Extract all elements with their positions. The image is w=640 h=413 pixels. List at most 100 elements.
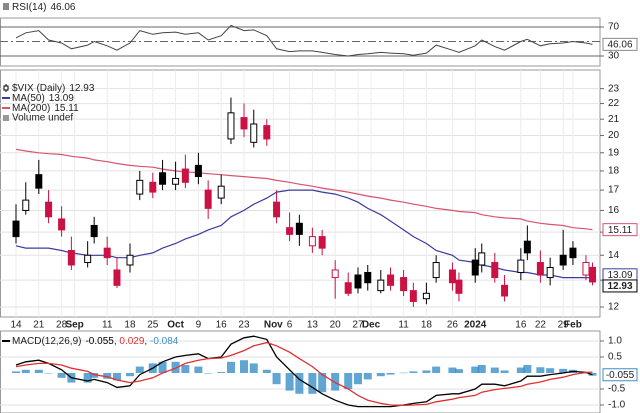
- histogram-bar: [12, 371, 20, 373]
- histogram-bar: [44, 373, 53, 374]
- x-tick-label: 11: [102, 320, 113, 331]
- x-tick-label: 18: [421, 320, 433, 331]
- histogram-bar: [477, 365, 486, 373]
- candle-body: [273, 201, 281, 218]
- x-tick-label: 26: [447, 320, 459, 331]
- histogram-bar: [331, 373, 340, 391]
- y-tick-label: 19: [608, 147, 620, 158]
- histogram-bar: [523, 365, 532, 373]
- candle-body: [35, 174, 43, 189]
- panel-frame: [0, 330, 601, 413]
- y-tick-label: 21: [608, 114, 620, 125]
- histogram-bar: [112, 373, 121, 381]
- histogram-bar: [386, 373, 395, 375]
- histogram-bar: [21, 369, 30, 373]
- histogram-bar: [204, 373, 213, 374]
- histogram-bar: [295, 373, 304, 394]
- candle-body: [491, 262, 499, 279]
- histogram-bar: [194, 366, 203, 373]
- candle-body: [432, 262, 440, 279]
- y-tick-label: 14: [608, 250, 620, 261]
- histogram-bar: [181, 365, 190, 373]
- annotation-icon: [3, 115, 9, 121]
- y-tick-label: 30: [608, 51, 620, 62]
- title-text: RSI(14): [12, 2, 46, 13]
- x-tick-label: 18: [124, 320, 136, 331]
- x-tick-label: 28: [56, 320, 68, 331]
- candle-body: [331, 269, 339, 279]
- candle-body: [559, 254, 567, 266]
- value-tag: [602, 368, 638, 382]
- candle-body: [400, 277, 408, 292]
- title-icon: [3, 3, 9, 10]
- title-value: 0.029: [119, 336, 144, 347]
- value-tag: [602, 37, 638, 51]
- histogram-bar: [432, 366, 441, 373]
- histogram-bar: [217, 372, 226, 373]
- histogram-bar: [272, 373, 281, 385]
- histogram-bar: [376, 373, 385, 377]
- histogram-bar: [490, 367, 499, 373]
- candle-body: [250, 123, 258, 143]
- histogram-bar: [239, 360, 248, 373]
- histogram-bar: [448, 367, 457, 373]
- title-value: 46.06: [50, 2, 75, 13]
- histogram-bar: [57, 373, 66, 378]
- candle-body: [263, 125, 271, 140]
- candle-body: [422, 292, 430, 300]
- y-tick-label: -0.5: [608, 384, 626, 395]
- x-tick-label: Sep: [65, 320, 83, 331]
- histogram-bar: [103, 373, 112, 379]
- histogram-bar: [344, 373, 353, 389]
- value-tag-label: 12.93: [607, 281, 632, 292]
- legend-value: 12.93: [69, 83, 94, 94]
- candle-body: [136, 179, 144, 195]
- histogram-bar: [83, 373, 92, 383]
- candle-body: [308, 236, 316, 247]
- candle-body: [181, 168, 189, 183]
- histogram-bar: [226, 361, 235, 373]
- legend-name: MA(50): [12, 93, 45, 104]
- legend-value: 15.11: [54, 103, 79, 114]
- histogram-bar: [409, 371, 418, 373]
- x-tick-label: Oct: [167, 320, 184, 331]
- candle-body: [409, 290, 417, 302]
- x-tick-label: 6: [287, 320, 293, 331]
- legend-entry: MA(50) 13.09: [12, 93, 74, 104]
- legend-entry: MA(200) 15.11: [12, 103, 79, 114]
- candle-body: [501, 284, 509, 297]
- x-tick-label: Feb: [564, 320, 582, 331]
- title-value: -0.055: [85, 336, 114, 347]
- title-text: MACD(12,26,9): [12, 336, 81, 347]
- series-line: [15, 24, 593, 57]
- histogram-bar: [454, 369, 463, 373]
- candle-body: [588, 266, 596, 283]
- x-tick-label: 16: [216, 320, 228, 331]
- legend-entry: $VIX (Daily) 12.93: [12, 83, 95, 94]
- y-tick-label: 1.0: [608, 336, 622, 347]
- histogram-bar: [353, 373, 362, 385]
- panel-frame: [0, 69, 601, 318]
- histogram-bar: [90, 373, 99, 378]
- candle-body: [58, 218, 66, 231]
- x-tick-label: 25: [147, 320, 159, 331]
- histogram-bar: [171, 361, 180, 373]
- candle-body: [67, 250, 75, 266]
- histogram-bar: [516, 367, 525, 373]
- histogram-bar: [422, 370, 431, 373]
- candle-body: [227, 112, 235, 140]
- histogram-bar: [285, 373, 294, 391]
- x-tick-label: Dec: [362, 320, 381, 331]
- x-tick-label: 21: [33, 320, 45, 331]
- panel-title: MACD(12,26,9) -0.055, 0.029, -0.084: [12, 336, 179, 347]
- x-tick-label: 13: [307, 320, 319, 331]
- y-tick-label: 16: [608, 205, 620, 216]
- x-tick-label: 9: [196, 320, 202, 331]
- x-tick-label: 27: [352, 320, 364, 331]
- value-tag: [602, 279, 638, 293]
- candle-body: [354, 274, 362, 289]
- histogram-bar: [135, 366, 144, 373]
- y-tick-label: 23: [608, 83, 620, 94]
- candle-body: [45, 201, 53, 218]
